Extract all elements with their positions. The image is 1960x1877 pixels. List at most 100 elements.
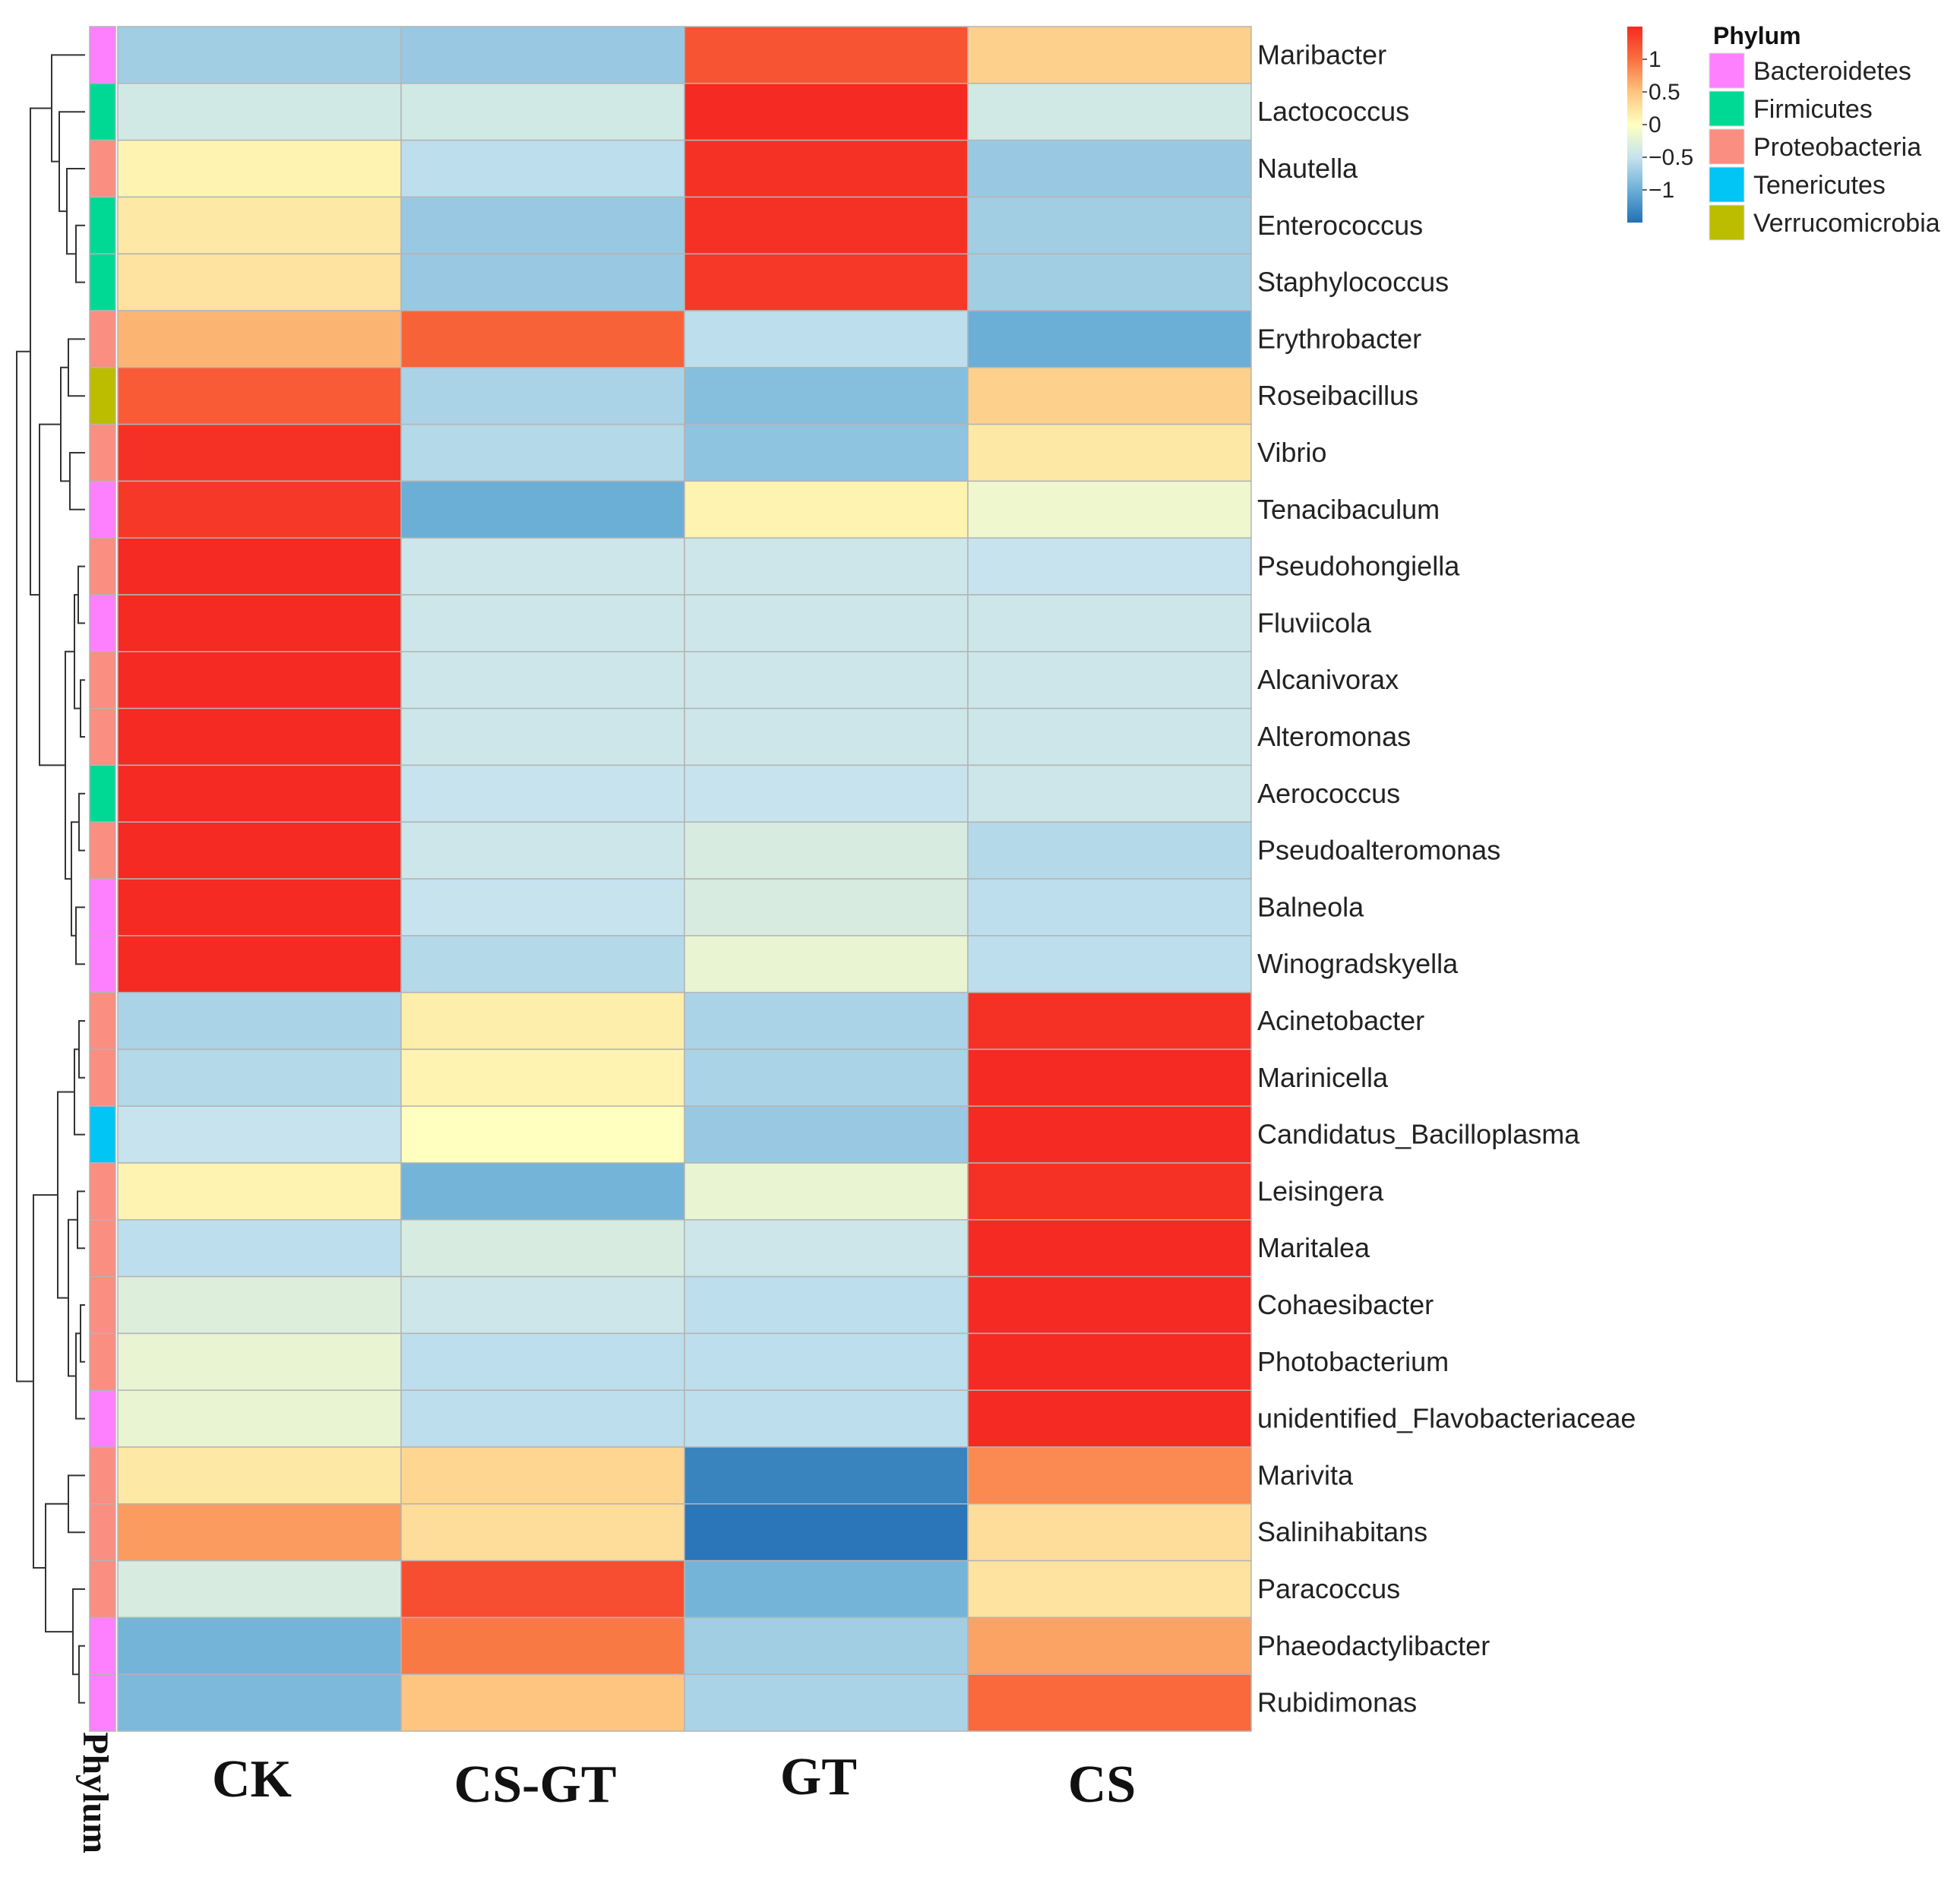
heatmap-cell [400,139,685,198]
row-label: Leisingera [1257,1175,1384,1206]
heatmap-cell [967,367,1252,425]
row-label: Maritalea [1257,1232,1370,1263]
phylum-cell [89,253,116,311]
heatmap-cell [400,1446,685,1505]
heatmap-cell [684,83,969,141]
dendrogram-branch [69,452,85,510]
phylum-cell [89,423,116,482]
heatmap-cell [967,1446,1252,1505]
phylum-cell [89,196,116,254]
row-label: Maribacter [1257,39,1386,70]
row-label: Tenacibaculum [1257,494,1440,525]
dendrogram-branch [51,54,85,163]
column-label: CS-GT [454,1755,617,1814]
dendrogram-branch [78,1645,85,1704]
row-label: Alcanivorax [1257,664,1399,695]
column-label: CK [212,1750,292,1809]
heatmap-cell [400,1559,685,1619]
heatmap-cell [684,878,969,937]
heatmap-cell [967,935,1252,994]
phylum-cell [89,651,116,709]
phylum-cell [89,707,116,766]
row-label: Phaeodactylibacter [1257,1630,1490,1661]
row-label: Balneola [1257,891,1364,922]
heatmap-cell [967,991,1252,1051]
heatmap-cell [400,1503,685,1562]
heatmap-cell [967,1105,1252,1164]
heatmap-cell [967,139,1252,198]
phylum-cell [89,367,116,425]
column-label: CS [1068,1755,1136,1814]
heatmap-cells [117,26,1252,1732]
phylum-cell [89,310,116,368]
heatmap-cell [117,139,402,198]
phylum-legend-label: Verrucomicrobia [1753,209,1940,238]
heatmap-cell [967,310,1252,368]
phylum-cell [89,83,116,141]
color-scale-bar [1627,27,1642,223]
heatmap-cell [967,196,1252,254]
heatmap-cell [684,1446,969,1505]
heatmap-cell [967,1389,1252,1448]
row-label: Photobacterium [1257,1346,1449,1377]
phylum-cell [89,1616,116,1675]
phylum-cell [89,1332,116,1391]
row-label: Paracoccus [1257,1573,1400,1604]
heatmap-cell [684,196,969,254]
row-label: Salinihabitans [1257,1516,1427,1547]
phylum-legend-label: Tenericutes [1753,171,1886,200]
phylum-cell [89,1446,116,1505]
phylum-cell [89,26,116,84]
heatmap-cell [684,594,969,653]
row-dendrogram [16,54,85,1704]
heatmap-cell [400,821,685,880]
heatmap-cell [117,707,402,766]
phylum-cell [89,935,116,994]
phylum-legend-swatch [1709,204,1745,241]
color-scale-tick-label: 1 [1649,47,1661,72]
row-label: Fluviicola [1257,607,1372,638]
phylum-legend-label: Bacteroidetes [1753,57,1911,86]
row-label: Aerococcus [1257,778,1400,809]
heatmap-cell [967,1219,1252,1278]
heatmap-cell [117,1446,402,1505]
row-label: Candidatus_Bacilloplasma [1257,1119,1580,1150]
heatmap-cell [684,367,969,425]
color-scale-legend: 1 0.5 0 −0.5 −1 [1627,27,1693,223]
heatmap-cell [117,1332,402,1391]
heatmap-cell [117,367,402,425]
heatmap-cell [400,594,685,653]
phylum-cell [89,1105,116,1164]
dendrogram-branch [68,1474,85,1534]
heatmap-cell [117,991,402,1051]
row-label: Winogradskyella [1257,948,1459,979]
heatmap-cell [684,991,969,1051]
heatmap-cell [117,935,402,994]
row-label: unidentified_Flavobacteriaceae [1257,1403,1636,1434]
phylum-axis-label: Phylum [75,1732,115,1853]
heatmap-cell [400,423,685,482]
dendrogram-branch [77,565,85,624]
heatmap-cell [400,367,685,425]
heatmap-cell [117,1616,402,1675]
heatmap-cell [117,1559,402,1619]
row-label: Pseudoalteromonas [1257,835,1500,866]
dendrogram-branch [57,1091,74,1299]
heatmap-cell [400,991,685,1051]
dendrogram-branch [80,679,85,738]
heatmap-cell [684,1275,969,1335]
phylum-cell [89,821,116,880]
heatmap-cell [117,1219,402,1278]
heatmap-cell [684,310,969,368]
heatmap-cell [967,253,1252,311]
heatmap-cell [400,1673,685,1732]
row-label: Lactococcus [1257,96,1409,127]
heatmap-cell [400,253,685,311]
heatmap-cell [117,253,402,311]
phylum-cell [89,1048,116,1107]
heatmap-cell [400,1389,685,1448]
heatmap-cell [117,594,402,653]
row-label: Acinetobacter [1257,1005,1424,1036]
heatmap-cell [117,878,402,937]
